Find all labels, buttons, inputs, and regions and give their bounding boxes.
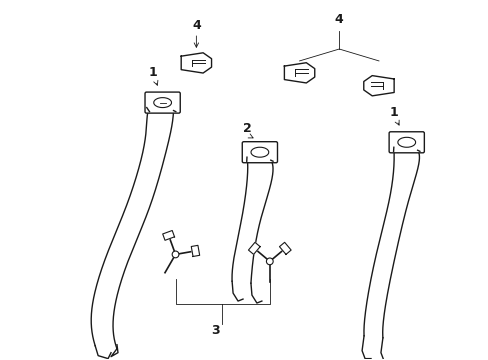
FancyBboxPatch shape	[242, 142, 277, 163]
Polygon shape	[284, 63, 314, 83]
Text: 4: 4	[334, 13, 343, 26]
Text: 3: 3	[210, 324, 219, 337]
FancyBboxPatch shape	[388, 132, 424, 153]
Circle shape	[172, 251, 179, 258]
Circle shape	[266, 258, 273, 265]
Text: 4: 4	[192, 19, 201, 32]
Polygon shape	[181, 53, 211, 73]
Polygon shape	[163, 230, 174, 240]
Polygon shape	[279, 242, 290, 255]
FancyBboxPatch shape	[145, 92, 180, 113]
Text: 1: 1	[148, 66, 157, 79]
Polygon shape	[248, 242, 260, 255]
Polygon shape	[363, 76, 393, 96]
Polygon shape	[191, 245, 199, 256]
Text: 1: 1	[388, 106, 397, 119]
Text: 2: 2	[242, 122, 251, 135]
